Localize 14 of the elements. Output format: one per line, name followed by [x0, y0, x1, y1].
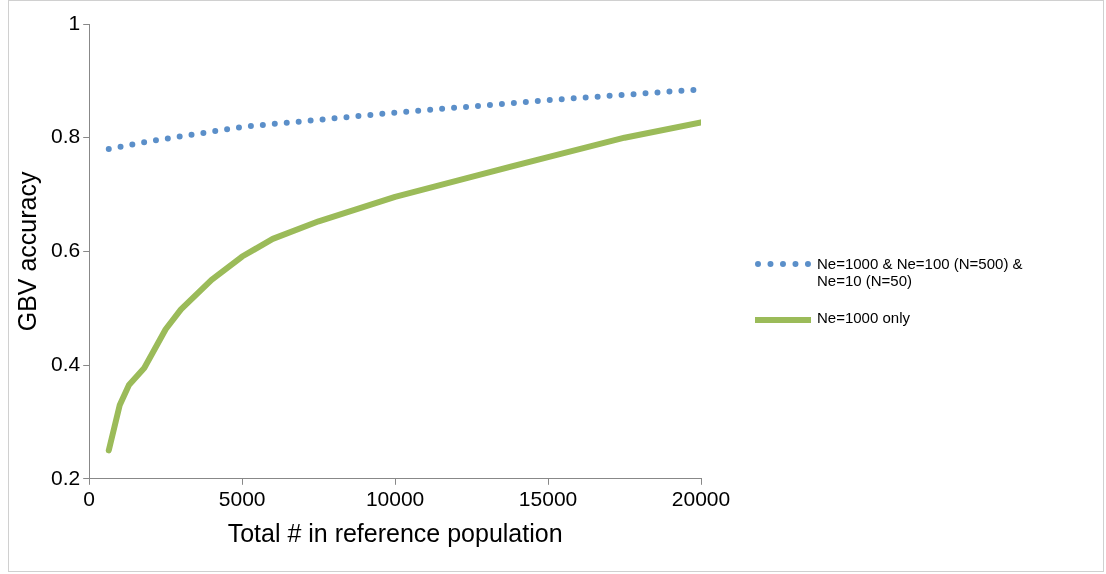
x-tick-label: 20000: [671, 487, 731, 511]
y-tick-label: 0.8: [50, 124, 81, 148]
y-tick-label: 1: [68, 10, 81, 34]
x-tick-label: 0: [83, 487, 96, 511]
y-tick-label: 0.4: [50, 351, 81, 375]
x-tick-label: 15000: [518, 487, 578, 511]
y-axis-title: GBV accuracy: [12, 171, 41, 332]
x-tick-label: 10000: [365, 487, 425, 511]
legend-label: Ne=1000 & Ne=100 (N=500) & Ne=10 (N=50): [817, 255, 1024, 289]
legend-label: Ne=1000 only: [817, 309, 910, 326]
x-axis-title: Total # in reference population: [227, 518, 563, 547]
y-tick-label: 0.2: [50, 465, 81, 489]
x-tick-label: 5000: [218, 487, 266, 511]
y-tick-label: 0.6: [50, 238, 81, 262]
